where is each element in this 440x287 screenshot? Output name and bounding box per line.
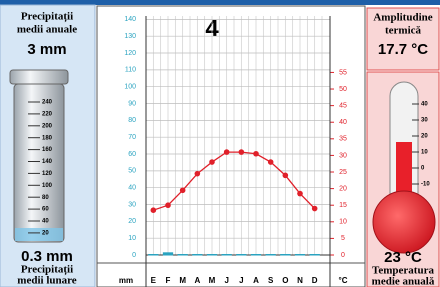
precip-bar xyxy=(310,254,320,256)
gauge-water xyxy=(15,228,63,241)
precip-bar xyxy=(178,254,188,256)
precip-bar xyxy=(222,254,232,256)
gauge-tick-label: 60 xyxy=(42,207,49,213)
temperature-point xyxy=(312,206,318,212)
x-tick-label: D xyxy=(312,276,318,285)
y-tick-label: 0 xyxy=(132,252,136,259)
y-axis-label: mm xyxy=(119,276,133,285)
y-tick-label: 60 xyxy=(128,151,136,158)
gauge-tick-label: 240 xyxy=(42,100,53,106)
mean-value: 23 °C xyxy=(384,249,422,266)
temperature-point xyxy=(195,171,201,177)
annual-value: 3 mm xyxy=(27,41,66,58)
gauge-tick-label: 200 xyxy=(42,123,53,129)
y-tick-label: 40 xyxy=(128,185,136,192)
temperature-point xyxy=(253,151,259,157)
thermo-bulb xyxy=(373,191,435,253)
gauge-tick-label: 220 xyxy=(42,111,53,117)
y-tick-label: 100 xyxy=(124,84,136,91)
amplitude-value: 17.7 °C xyxy=(378,41,428,58)
y2-tick-label: 50 xyxy=(339,86,347,93)
monthly-value: 0.3 mm xyxy=(21,248,73,265)
precip-bar xyxy=(280,254,290,256)
x-tick-label: J xyxy=(239,276,243,285)
precip-bar xyxy=(266,254,276,256)
gauge-tick-label: 80 xyxy=(42,195,49,201)
thermo-tick-label: 30 xyxy=(421,118,428,124)
temperature-point xyxy=(239,149,245,155)
y2-tick-label: 30 xyxy=(339,152,347,159)
temperature-point xyxy=(209,159,215,165)
x-tick-label: F xyxy=(166,276,171,285)
x-tick-label: S xyxy=(268,276,274,285)
y-tick-label: 80 xyxy=(128,117,136,124)
temperature-point xyxy=(297,191,303,197)
y-tick-label: 130 xyxy=(124,33,136,40)
x-tick-label: E xyxy=(151,276,157,285)
top-strip xyxy=(0,0,440,5)
y-tick-label: 10 xyxy=(128,235,136,242)
x-tick-label: A xyxy=(194,276,200,285)
precip-bar xyxy=(236,254,246,256)
x-tick-label: A xyxy=(253,276,259,285)
annual-label: medii anuale xyxy=(17,24,77,36)
temperature-point xyxy=(180,187,186,193)
temperature-point xyxy=(151,207,157,213)
temperature-point xyxy=(283,173,289,179)
temperature-point xyxy=(165,202,171,208)
chart-box xyxy=(97,6,365,287)
precip-bar xyxy=(207,254,217,256)
y-tick-label: 110 xyxy=(125,67,136,74)
x-tick-label: M xyxy=(209,276,216,285)
y2-tick-label: 20 xyxy=(339,185,347,192)
y2-tick-label: 10 xyxy=(339,219,347,226)
y-tick-label: 140 xyxy=(124,16,136,23)
climogram-screen: Precipitații medii anuale 3 mm 0.3 mm Pr… xyxy=(0,0,440,287)
precip-bar xyxy=(148,254,158,256)
y-tick-label: 70 xyxy=(128,134,136,141)
gauge-tick-label: 140 xyxy=(42,159,53,165)
gauge-tick-label: 40 xyxy=(42,219,49,225)
y2-tick-label: 55 xyxy=(339,69,347,76)
gauge-tick-label: 20 xyxy=(42,230,49,236)
y2-axis-label: °C xyxy=(339,276,348,285)
x-tick-label: N xyxy=(297,276,303,285)
annual-label: Precipitații xyxy=(21,11,73,23)
monthly-label: medii lunare xyxy=(17,275,77,287)
x-tick-label: O xyxy=(282,276,288,285)
gauge-tick-label: 120 xyxy=(42,171,53,177)
x-tick-label: M xyxy=(179,276,186,285)
y-tick-label: 90 xyxy=(128,100,136,107)
mean-label: medie anuală xyxy=(372,276,435,287)
gauge-body xyxy=(14,84,64,242)
precip-bar xyxy=(251,254,261,256)
precip-bar xyxy=(192,254,202,256)
amplitude-label: Amplitudine xyxy=(373,12,432,24)
y-tick-label: 50 xyxy=(128,168,136,175)
y2-tick-label: 35 xyxy=(339,136,347,143)
amplitude-label: termică xyxy=(385,25,422,37)
y-tick-label: 20 xyxy=(128,218,136,225)
temperature-point xyxy=(224,149,230,155)
y2-tick-label: 40 xyxy=(339,119,347,126)
temperature-point xyxy=(268,159,274,165)
thermo-tick-label: 20 xyxy=(421,134,428,140)
x-tick-label: J xyxy=(224,276,228,285)
precip-bar xyxy=(163,252,173,255)
gauge-tick-label: 160 xyxy=(42,147,53,153)
y2-tick-label: 25 xyxy=(339,169,347,176)
y2-tick-label: 0 xyxy=(341,252,345,259)
gauge-tick-label: 180 xyxy=(42,135,53,141)
y-tick-label: 30 xyxy=(128,201,136,208)
y2-tick-label: 15 xyxy=(339,202,347,209)
thermo-tick-label: -10 xyxy=(421,182,430,188)
thermo-tick-label: 10 xyxy=(421,150,428,156)
precip-bar xyxy=(295,254,305,256)
y-tick-label: 120 xyxy=(124,50,136,57)
y2-tick-label: 45 xyxy=(339,102,347,109)
gauge-tick-label: 100 xyxy=(42,183,53,189)
gauge-rim xyxy=(10,70,68,84)
thermo-tick-label: 40 xyxy=(421,102,428,108)
y2-tick-label: 5 xyxy=(341,235,345,242)
